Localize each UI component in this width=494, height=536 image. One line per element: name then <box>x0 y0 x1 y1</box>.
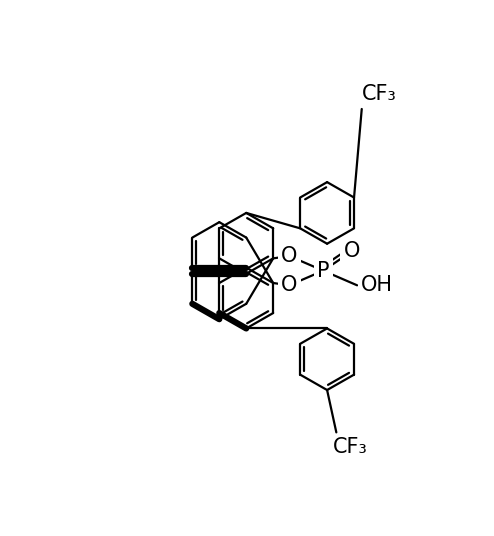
Text: O: O <box>343 241 360 262</box>
Text: O: O <box>281 246 297 266</box>
Text: O: O <box>281 276 297 295</box>
Text: OH: OH <box>361 276 393 295</box>
Text: CF₃: CF₃ <box>333 437 368 457</box>
Text: CF₃: CF₃ <box>362 84 397 105</box>
Text: P: P <box>317 260 329 281</box>
